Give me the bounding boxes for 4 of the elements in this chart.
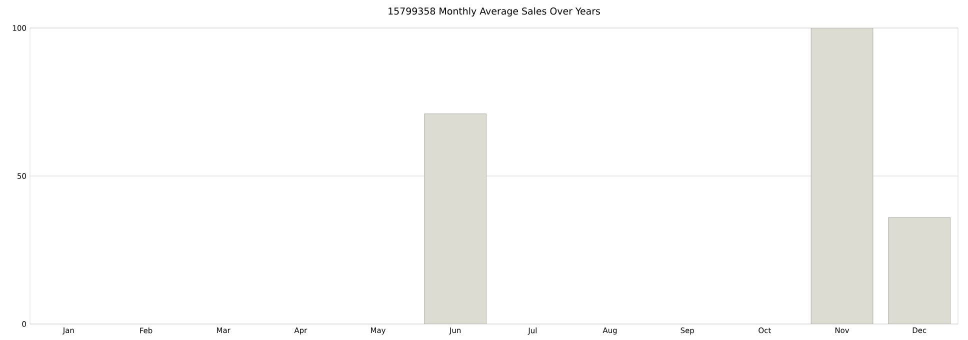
chart-title: 15799358 Monthly Average Sales Over Years <box>388 7 600 16</box>
bar <box>424 114 486 324</box>
bar <box>810 28 874 324</box>
bar <box>888 217 950 324</box>
